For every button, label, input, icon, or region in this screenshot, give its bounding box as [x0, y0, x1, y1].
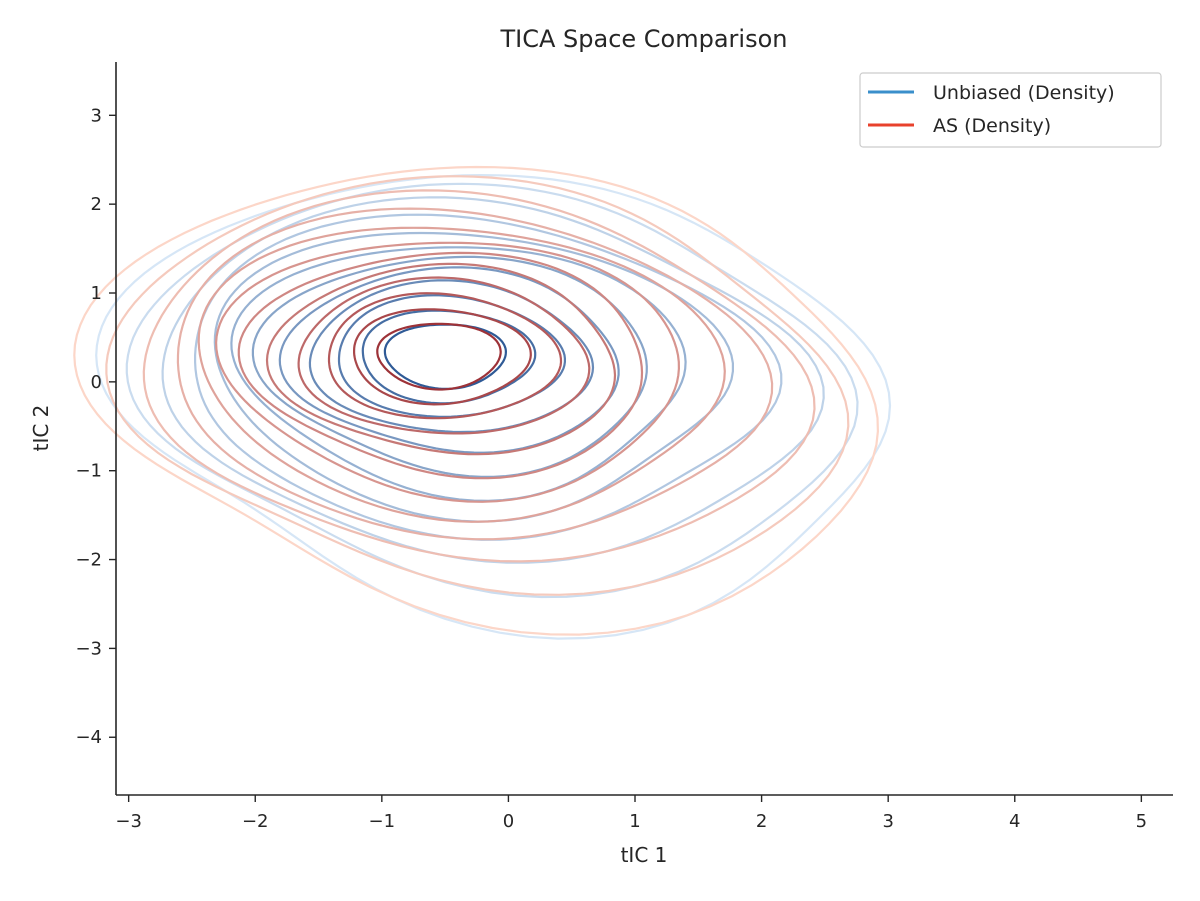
unbiased-density-contour: [125, 182, 859, 599]
legend-box: [859, 72, 1162, 148]
legend-label-as: AS (Density): [933, 115, 1051, 137]
unbiased-density-contour: [230, 246, 687, 502]
x-tick-label: −3: [115, 811, 142, 832]
unbiased-density-contours: [95, 173, 892, 640]
as-density-contour: [297, 276, 591, 435]
as-density-contour: [142, 189, 816, 563]
unbiased-density-contour: [161, 196, 825, 564]
as-density-contour: [214, 241, 681, 503]
x-tick-label: −1: [369, 811, 396, 832]
as-density-contour: [73, 165, 880, 636]
y-ticks: −4 −3 −2 −1 0 1 2 3: [75, 105, 116, 748]
unbiased-density-contour: [308, 279, 595, 434]
as-density-contour: [265, 262, 617, 456]
x-tick-label: 1: [629, 811, 640, 832]
unbiased-density-contour: [194, 213, 783, 541]
chart-title: TICA Space Comparison: [499, 25, 787, 53]
as-density-contour: [197, 226, 726, 523]
as-density-contour: [176, 207, 774, 541]
as-density-contour: [353, 308, 532, 406]
y-tick-label: −1: [75, 461, 102, 482]
y-tick-label: 2: [91, 194, 102, 215]
as-density-contour: [105, 175, 850, 596]
unbiased-density-contour: [213, 231, 734, 523]
unbiased-density-contour: [251, 255, 648, 479]
y-axis-title: tIC 2: [29, 405, 53, 452]
x-tick-label: 3: [882, 811, 893, 832]
axes: −3 −2 −1 0 1 2 3 4 5 −4 −3 −2 −1 0 1 2 3: [75, 62, 1173, 832]
y-tick-label: 0: [91, 372, 102, 393]
as-density-contours: [73, 165, 880, 636]
x-ticks: −3 −2 −1 0 1 2 3 4 5: [115, 795, 1147, 832]
x-tick-label: 5: [1136, 811, 1147, 832]
y-tick-label: 1: [91, 283, 102, 304]
y-tick-label: 3: [91, 105, 102, 126]
y-tick-label: −2: [75, 550, 102, 571]
legend: Unbiased (Density) AS (Density): [859, 72, 1162, 148]
legend-label-unbiased: Unbiased (Density): [933, 82, 1115, 104]
as-density-contour: [327, 292, 563, 420]
y-tick-label: −4: [75, 727, 102, 748]
x-tick-label: 0: [503, 811, 514, 832]
as-density-contour: [376, 322, 502, 391]
unbiased-density-contour: [95, 173, 892, 640]
x-axis-title: tIC 1: [621, 843, 668, 867]
x-tick-label: 2: [756, 811, 767, 832]
x-tick-label: 4: [1009, 811, 1020, 832]
as-density-contour: [237, 251, 644, 480]
y-tick-label: −3: [75, 638, 102, 659]
x-tick-label: −2: [242, 811, 269, 832]
